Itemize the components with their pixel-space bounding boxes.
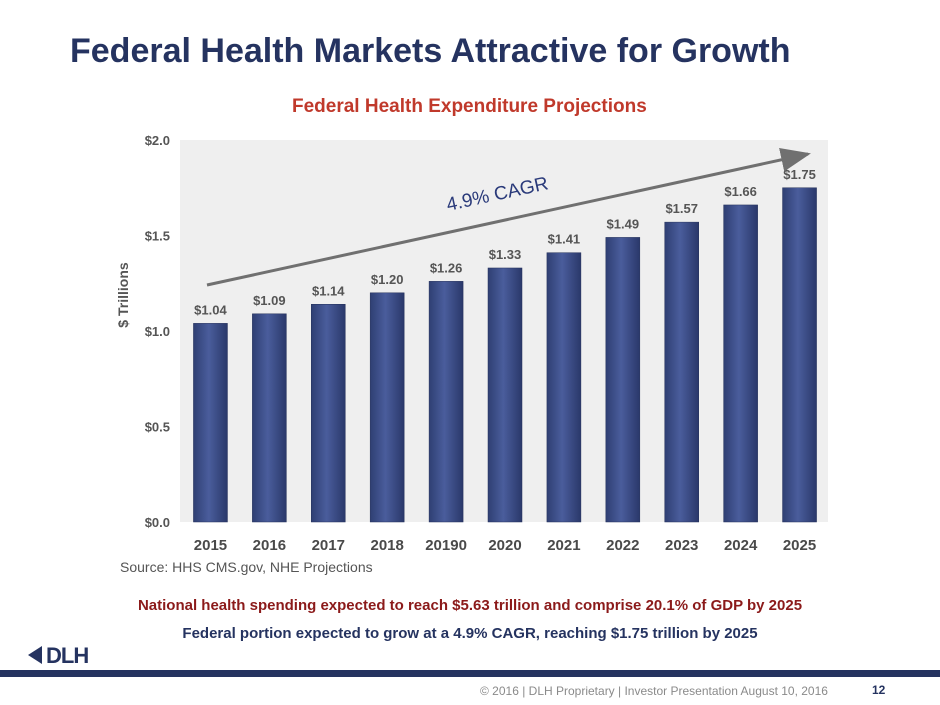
y-tick-label: $0.5 (145, 420, 170, 435)
x-tick-label: 2021 (547, 537, 580, 554)
bar (311, 304, 346, 523)
spending-note: National health spending expected to rea… (137, 597, 803, 614)
bar-value-label: $1.20 (371, 272, 404, 287)
bar-value-label: $1.09 (253, 293, 286, 308)
y-tick-label: $1.5 (145, 229, 170, 244)
bar-value-label: $1.57 (665, 201, 698, 216)
page-number: 12 (872, 683, 886, 697)
logo-text: DLH (46, 643, 89, 668)
bar-value-label: $1.75 (783, 167, 816, 182)
x-tick-label: 2025 (783, 537, 816, 554)
footer-text: © 2016 | DLH Proprietary | Investor Pres… (480, 684, 828, 698)
x-tick-label: 2016 (253, 537, 286, 554)
slide-title: Federal Health Markets Attractive for Gr… (70, 32, 791, 70)
y-axis-label: $ Trillions (115, 262, 131, 328)
x-tick-label: 2024 (724, 537, 758, 554)
bar (723, 204, 758, 523)
x-tick-label: 2018 (370, 537, 403, 554)
bar-value-label: $1.49 (607, 216, 640, 231)
cagr-arrow (206, 148, 811, 287)
bar (664, 221, 699, 523)
bar-value-label: $1.04 (194, 302, 227, 317)
x-tick-label: 2017 (312, 537, 345, 554)
bar (546, 252, 582, 523)
bar (487, 267, 523, 523)
bar-value-label: $1.66 (724, 184, 757, 199)
bar-value-label: $1.33 (489, 247, 522, 262)
bar (252, 313, 287, 523)
bar (605, 237, 641, 523)
source-note: Source: HHS CMS.gov, NHE Projections (120, 559, 373, 575)
bar-value-label: $1.26 (430, 260, 463, 275)
bar-chart: $0.0 $0.5 $1.0 $1.5 $2.0 $1.04 $1.09 $1.14 $1.2… (115, 133, 828, 554)
bar (782, 187, 817, 523)
bar (428, 281, 464, 523)
x-tick-label: 2023 (665, 537, 698, 554)
chart-title: Federal Health Expenditure Projections (292, 96, 647, 117)
y-tick-label: $2.0 (145, 133, 170, 148)
bottom-bar (0, 670, 940, 677)
x-tick-label: 20190 (425, 537, 467, 554)
bar-value-label: $1.14 (312, 283, 345, 298)
federal-growth-note: Federal portion expected to grow at a 4.… (182, 625, 758, 642)
dlh-logo: DLH (28, 643, 118, 668)
y-tick-label: $0.0 (145, 515, 170, 530)
bar-value-label: $1.41 (548, 232, 581, 247)
x-tick-label: 2015 (194, 537, 227, 554)
y-tick-label: $1.0 (145, 324, 170, 339)
x-tick-label: 2022 (606, 537, 639, 554)
x-tick-label: 2020 (488, 537, 521, 554)
bar (193, 323, 228, 523)
bar (369, 292, 405, 523)
logo-mark-icon (28, 646, 42, 664)
